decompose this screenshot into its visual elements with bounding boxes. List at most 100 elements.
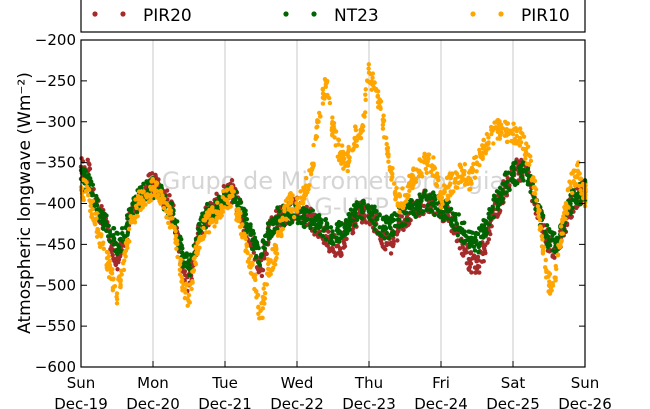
data-point xyxy=(386,152,391,157)
data-point xyxy=(448,181,453,186)
data-point xyxy=(174,219,180,224)
data-point xyxy=(381,245,387,251)
data-point xyxy=(462,220,467,225)
data-point xyxy=(424,170,430,175)
data-point xyxy=(295,214,301,220)
series-pir10 xyxy=(78,62,588,321)
data-point xyxy=(478,234,484,240)
data-point xyxy=(347,158,352,163)
data-point xyxy=(417,157,422,162)
data-point xyxy=(180,278,185,283)
data-point xyxy=(528,154,533,159)
data-point xyxy=(549,284,554,289)
data-point xyxy=(413,214,418,220)
data-point xyxy=(468,261,474,266)
data-point xyxy=(470,167,476,172)
data-point xyxy=(557,245,562,250)
data-point xyxy=(439,195,445,200)
data-point xyxy=(310,208,315,213)
data-point xyxy=(570,197,575,202)
data-point xyxy=(432,193,437,198)
data-point xyxy=(416,174,422,179)
data-point xyxy=(214,219,219,225)
data-point xyxy=(313,217,319,222)
data-point xyxy=(125,216,130,221)
x-axis: Sun Dec-19 Mon Dec-20 Tue Dec-21 Wed Dec-22 Thu D… xyxy=(54,361,612,409)
data-point xyxy=(544,233,549,238)
data-point xyxy=(476,226,482,231)
data-point xyxy=(363,87,368,92)
data-point xyxy=(147,171,153,177)
data-point xyxy=(237,210,243,216)
data-point xyxy=(577,171,582,176)
data-point xyxy=(352,222,358,228)
data-point xyxy=(419,210,425,215)
data-point xyxy=(462,162,468,167)
data-point xyxy=(260,315,265,320)
data-point xyxy=(524,141,529,146)
data-point xyxy=(90,206,95,212)
data-point xyxy=(404,210,409,215)
data-point xyxy=(334,238,339,244)
data-point xyxy=(386,159,391,164)
data-point xyxy=(486,146,491,151)
data-point xyxy=(518,167,523,172)
data-point xyxy=(368,71,373,77)
data-point xyxy=(243,212,249,217)
data-point xyxy=(491,214,497,220)
data-point xyxy=(261,286,266,291)
y-tick-label: −600 xyxy=(35,358,76,376)
data-point xyxy=(523,156,528,161)
data-point xyxy=(288,191,293,196)
data-point xyxy=(423,166,429,172)
data-point xyxy=(552,249,558,255)
data-point xyxy=(166,211,172,216)
data-point xyxy=(256,260,262,265)
data-point xyxy=(472,155,477,161)
data-point xyxy=(280,226,286,232)
data-point xyxy=(486,222,492,227)
data-point xyxy=(568,201,573,206)
data-point xyxy=(224,198,230,203)
data-point xyxy=(388,169,394,175)
x-tick-label-day: Tue xyxy=(211,374,238,392)
data-point xyxy=(456,227,462,232)
data-point xyxy=(305,189,310,195)
data-point xyxy=(511,178,516,183)
data-point xyxy=(288,199,293,205)
data-point xyxy=(88,203,93,209)
data-point xyxy=(419,171,424,176)
data-point xyxy=(107,239,113,244)
data-point xyxy=(306,209,312,215)
data-point xyxy=(476,264,482,269)
data-point xyxy=(204,201,210,207)
data-point xyxy=(90,198,95,204)
data-point xyxy=(511,170,516,176)
data-point xyxy=(350,231,355,236)
data-point xyxy=(261,245,266,250)
data-point xyxy=(440,209,446,215)
data-point xyxy=(196,221,202,227)
data-point xyxy=(472,248,478,253)
data-point xyxy=(141,181,146,187)
data-point xyxy=(392,211,397,217)
data-point xyxy=(280,215,285,221)
data-point xyxy=(317,110,322,116)
data-point xyxy=(547,243,553,248)
data-point xyxy=(354,217,360,222)
data-point xyxy=(381,135,387,140)
data-point xyxy=(267,259,273,264)
data-point xyxy=(375,100,381,105)
data-point xyxy=(210,205,215,211)
data-point xyxy=(274,251,280,256)
data-point xyxy=(206,230,212,235)
data-point xyxy=(537,217,543,223)
data-point xyxy=(331,249,337,255)
data-point xyxy=(302,215,307,221)
data-point xyxy=(325,92,330,98)
data-point xyxy=(177,267,183,272)
data-point xyxy=(262,241,268,246)
data-point xyxy=(296,202,302,207)
data-point xyxy=(460,176,466,181)
data-point xyxy=(576,160,581,165)
